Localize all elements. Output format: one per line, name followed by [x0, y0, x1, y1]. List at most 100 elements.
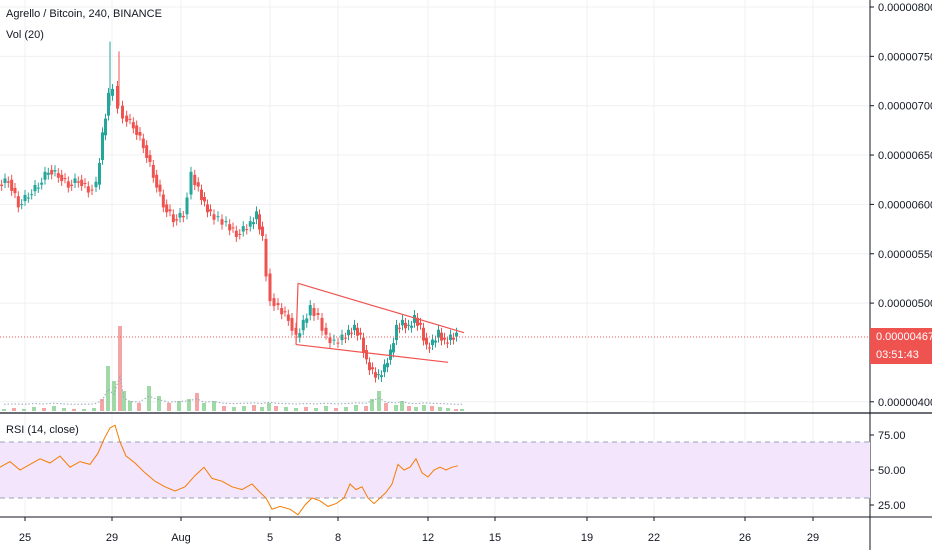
candle-body	[316, 312, 320, 315]
candle-body	[80, 179, 84, 186]
candle-body	[161, 194, 165, 208]
candle-body	[407, 324, 410, 326]
time-tick-label: 25	[19, 532, 31, 544]
volume-bar	[260, 407, 264, 411]
candle-body	[404, 322, 407, 329]
candle-body	[128, 118, 132, 120]
candle-body	[228, 224, 232, 231]
volume-bar	[82, 409, 86, 411]
volume-bar	[42, 408, 46, 411]
volume-bar	[118, 326, 122, 411]
volume-bar	[354, 405, 358, 411]
candle-body	[353, 324, 356, 331]
volume-bar	[454, 409, 458, 411]
volume-bar	[430, 406, 434, 411]
candle-body	[264, 238, 268, 277]
countdown-tag: 03:51:43	[870, 346, 932, 364]
candle-body	[6, 181, 10, 183]
candle-body	[73, 178, 77, 184]
candle-body	[301, 319, 305, 331]
time-tick-label: 12	[422, 532, 434, 544]
time-tick-label: 29	[106, 532, 118, 544]
candle-body	[350, 332, 353, 334]
candle-body	[401, 319, 404, 326]
candle-body	[216, 216, 220, 218]
candle-body	[13, 187, 17, 194]
candle-body	[347, 329, 350, 336]
candle-body	[63, 178, 67, 180]
rsi-line	[0, 424, 459, 516]
volume-bar	[364, 406, 368, 411]
volume-bar	[92, 408, 96, 411]
candle-body	[185, 197, 189, 215]
candle-body	[359, 332, 362, 335]
candle-body	[452, 337, 455, 340]
candle-body	[33, 184, 37, 192]
volume-bar	[294, 408, 298, 411]
volume-bar	[157, 396, 161, 411]
rsi-label: RSI (14, close)	[6, 424, 79, 436]
candle-body	[356, 327, 359, 336]
volume-bar	[147, 386, 151, 411]
volume-bar	[438, 407, 442, 411]
candle-body	[290, 317, 294, 331]
candle-body	[298, 333, 302, 338]
candle-body	[395, 324, 398, 341]
volume-bar	[334, 408, 338, 411]
candle-body	[383, 364, 386, 373]
candle-body	[83, 183, 87, 185]
volume-bar	[460, 409, 464, 411]
volume-bar	[52, 406, 56, 411]
candle-body	[410, 325, 413, 328]
time-tick-label: 8	[335, 532, 341, 544]
trendline-upper	[297, 282, 465, 334]
candle-body	[245, 229, 249, 231]
volume-bar	[400, 401, 404, 411]
volume-bar	[407, 406, 411, 411]
candle-body	[168, 209, 172, 212]
candle-body	[422, 327, 425, 341]
candle-body	[231, 227, 235, 229]
candle-body	[20, 204, 24, 206]
candle-body	[446, 342, 449, 344]
candle-body	[86, 186, 90, 193]
candle-body	[165, 204, 169, 213]
candle-body	[431, 339, 434, 346]
candle-body	[324, 327, 328, 335]
candle-body	[286, 314, 290, 321]
volume-bar	[242, 406, 246, 411]
candle-body	[56, 173, 60, 178]
candle-body	[437, 329, 440, 338]
candle-body	[374, 372, 377, 378]
candle-body	[193, 174, 197, 186]
candle-body	[46, 172, 50, 175]
volume-bar	[377, 391, 381, 411]
candle-body	[386, 362, 389, 368]
volume-bar	[137, 403, 141, 411]
candle-body	[203, 196, 206, 202]
volume-bar	[12, 408, 16, 411]
candle-body	[189, 171, 193, 195]
time-tick-label: 29	[807, 532, 819, 544]
trendline-left	[295, 283, 299, 345]
volume-bar	[177, 401, 181, 411]
candle-body	[145, 145, 149, 159]
candle-body	[332, 339, 336, 341]
candle-body	[280, 308, 284, 315]
candle-body	[241, 226, 245, 232]
rsi-tick-label: 25.00	[878, 500, 906, 512]
candle-body	[389, 349, 392, 360]
time-tick-label: 19	[581, 532, 593, 544]
candle-body	[362, 337, 365, 353]
candle-body	[181, 215, 185, 218]
candle-body	[255, 211, 258, 220]
candle-body	[138, 132, 142, 136]
rsi-tick-label: 75.00	[878, 430, 906, 442]
candle-body	[371, 367, 374, 370]
candle-body	[26, 197, 30, 199]
volume-bar	[314, 408, 318, 411]
time-tick-label: Aug	[171, 532, 191, 544]
volume-bar	[212, 401, 216, 411]
volume-bar	[384, 403, 388, 411]
